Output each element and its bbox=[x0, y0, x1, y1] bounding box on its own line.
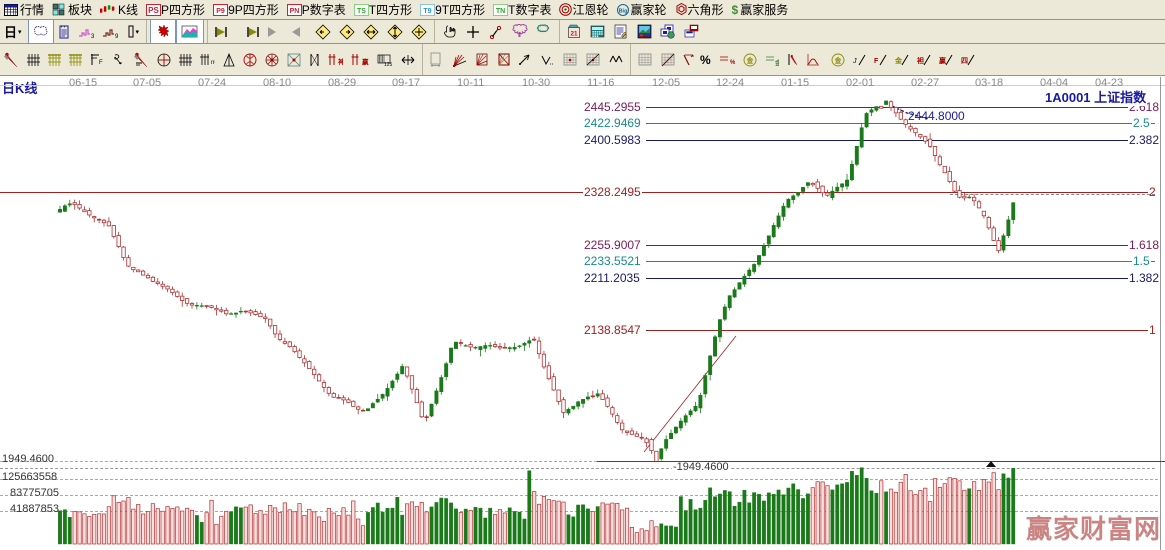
svg-text:PS: PS bbox=[148, 6, 159, 15]
svg-text:金: 金 bbox=[833, 55, 841, 64]
svg-text:n²: n² bbox=[211, 60, 215, 66]
svg-text:赢: 赢 bbox=[939, 56, 946, 65]
svg-text:J: J bbox=[853, 58, 857, 65]
svg-text:TS: TS bbox=[357, 8, 366, 15]
svg-text:P9: P9 bbox=[216, 8, 225, 15]
svg-text:F: F bbox=[99, 60, 103, 66]
svg-text:四: 四 bbox=[961, 57, 968, 65]
svg-text:3: 3 bbox=[91, 34, 94, 39]
svg-text:%: % bbox=[730, 60, 735, 66]
svg-text:赢: 赢 bbox=[362, 57, 369, 66]
svg-text:TN: TN bbox=[496, 8, 505, 15]
svg-text:神: 神 bbox=[338, 57, 343, 66]
svg-text:": " bbox=[316, 54, 318, 60]
svg-text:21: 21 bbox=[571, 31, 579, 38]
svg-text:F: F bbox=[874, 58, 879, 65]
svg-text:T9: T9 bbox=[424, 8, 432, 15]
svg-text:袒: 袒 bbox=[917, 56, 924, 65]
svg-text:金: 金 bbox=[745, 55, 753, 64]
svg-text:金: 金 bbox=[895, 56, 903, 65]
svg-text:Big: Big bbox=[619, 8, 628, 14]
svg-text:125: 125 bbox=[384, 62, 393, 67]
svg-text:9: 9 bbox=[115, 34, 118, 39]
svg-text:PN: PN bbox=[289, 8, 299, 15]
svg-text:金: 金 bbox=[774, 58, 779, 66]
